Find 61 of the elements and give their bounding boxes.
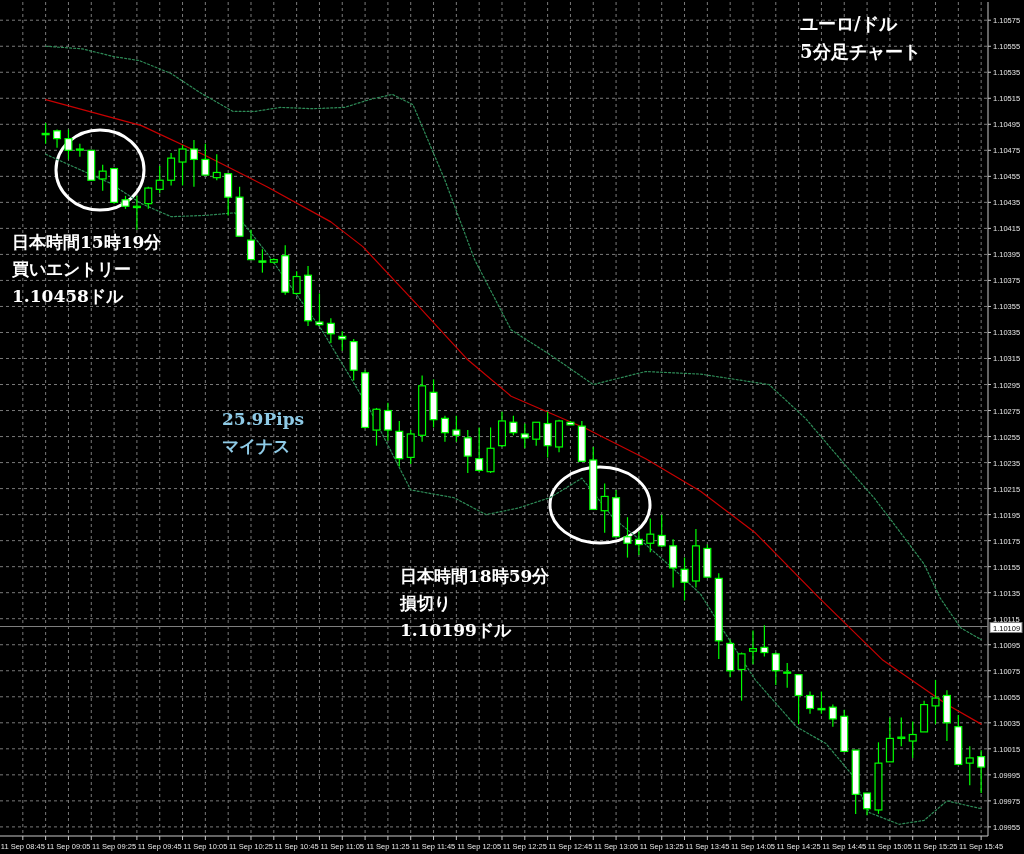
annotation: 日本時間15時19分: [12, 232, 163, 252]
candlestick: [64, 128, 73, 161]
annotation: 日本時間18時59分: [400, 566, 551, 586]
annotation: 25.9Pips: [222, 409, 305, 429]
candlestick: [771, 651, 780, 686]
candlestick: [977, 749, 986, 794]
candlestick: [760, 624, 769, 658]
candlestick: [680, 556, 689, 602]
candlestick: [246, 229, 256, 261]
candlestick: [543, 411, 552, 458]
candlestick: [326, 317, 335, 344]
candlestick: [623, 516, 632, 559]
candlestick: [463, 429, 472, 474]
candlestick: [634, 530, 643, 556]
candlestick: [452, 415, 461, 443]
candlestick: [817, 690, 826, 715]
annotation: 1.10199ドル: [400, 620, 512, 640]
candlestick: [258, 248, 267, 274]
candlestick: [806, 690, 815, 715]
candlestick: [908, 720, 917, 759]
candlestick: [155, 165, 164, 194]
candlestick: [475, 426, 484, 473]
candlestick: [863, 792, 872, 816]
text: ユーロ/ドル: [800, 13, 898, 34]
candlestick: [383, 402, 392, 442]
candlestick: [931, 679, 940, 725]
candlestick: [783, 662, 792, 689]
annotation: マイナス: [222, 436, 290, 456]
candlestick: [748, 629, 757, 665]
candlestick: [315, 292, 324, 327]
candlestick: [189, 139, 198, 188]
candlestick: [520, 422, 529, 449]
candlestick: [372, 407, 381, 447]
text: 5分足チャート: [800, 41, 921, 62]
candlestick: [98, 164, 107, 192]
annotation: 損切り: [399, 593, 451, 613]
candlestick: [897, 717, 906, 747]
candlestick: [646, 517, 655, 553]
candlestick: [440, 415, 449, 443]
candlestick: [178, 144, 187, 187]
candlestick: [486, 426, 495, 474]
candlestick: [669, 538, 678, 589]
candlestick: [794, 674, 803, 725]
annotation: 1.10458ドル: [12, 286, 124, 306]
candlestick: [167, 152, 176, 187]
candlestick: [406, 429, 415, 465]
candlestick: [75, 143, 84, 158]
candlestick: [201, 143, 210, 176]
candlestick: [532, 421, 541, 447]
candlestick: [965, 745, 974, 786]
candlestick: [657, 514, 666, 548]
candlestick: [600, 482, 609, 534]
candlestick: [885, 717, 894, 763]
candlestick: [737, 651, 746, 702]
candlestick: [292, 270, 301, 296]
candlestick: [828, 703, 837, 728]
candlestick: [509, 415, 518, 436]
annotation: 買いエントリー: [11, 259, 131, 279]
candlestick: [224, 173, 233, 216]
candlestick: [338, 330, 347, 352]
candlestick: [212, 153, 221, 181]
